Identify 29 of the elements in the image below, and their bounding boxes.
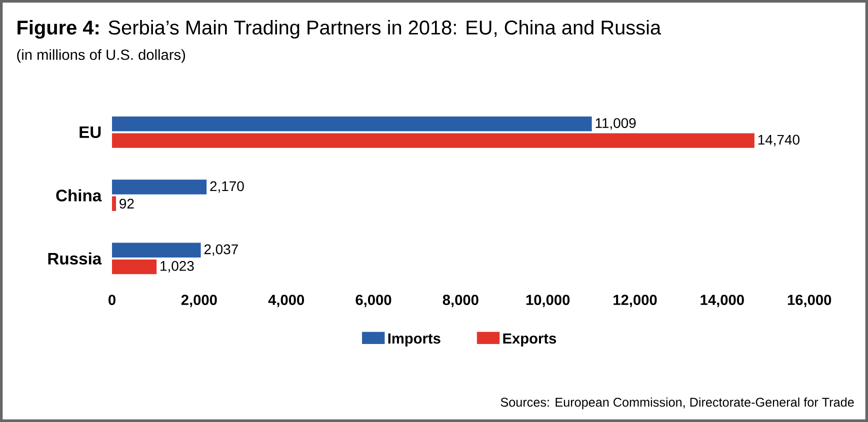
x-tick-label: 10,000 xyxy=(526,294,570,308)
legend-label: Exports xyxy=(503,333,556,347)
chart-title: Figure 4: Serbia’s Main Trading Partners in 2018: EU, China and Russia xyxy=(18,20,662,39)
bar xyxy=(112,242,201,258)
x-tick-label: 6,000 xyxy=(356,294,392,308)
bar xyxy=(112,196,116,212)
data-label: 14,740 xyxy=(758,134,800,146)
data-label: 2,170 xyxy=(210,181,244,193)
data-label: 11,009 xyxy=(596,118,636,130)
bar xyxy=(112,259,157,274)
x-tick-label: 16,000 xyxy=(788,294,832,308)
x-tick-label: 14,000 xyxy=(700,294,744,308)
data-label: 1,023 xyxy=(160,261,194,273)
legend-label: Imports xyxy=(388,333,440,347)
chart-subtitle: (in millions of U.S. dollars) xyxy=(17,49,186,63)
data-label: 2,037 xyxy=(204,244,238,256)
bar xyxy=(112,133,754,148)
x-tick-label: 4,000 xyxy=(268,294,304,308)
y-tick-label: China xyxy=(56,189,102,202)
source-note: Sources: European Commission, Directorate-General for Trade xyxy=(500,397,854,410)
x-tick-label: 0 xyxy=(108,294,116,306)
y-tick-label: EU xyxy=(80,126,101,138)
x-tick-label: 2,000 xyxy=(181,294,217,308)
bar xyxy=(112,180,207,194)
x-tick-label: 8,000 xyxy=(442,294,478,308)
y-tick-label: Russia xyxy=(48,252,102,265)
x-tick-label: 12,000 xyxy=(614,294,657,308)
data-label: 92 xyxy=(120,198,134,209)
bar xyxy=(112,116,592,132)
